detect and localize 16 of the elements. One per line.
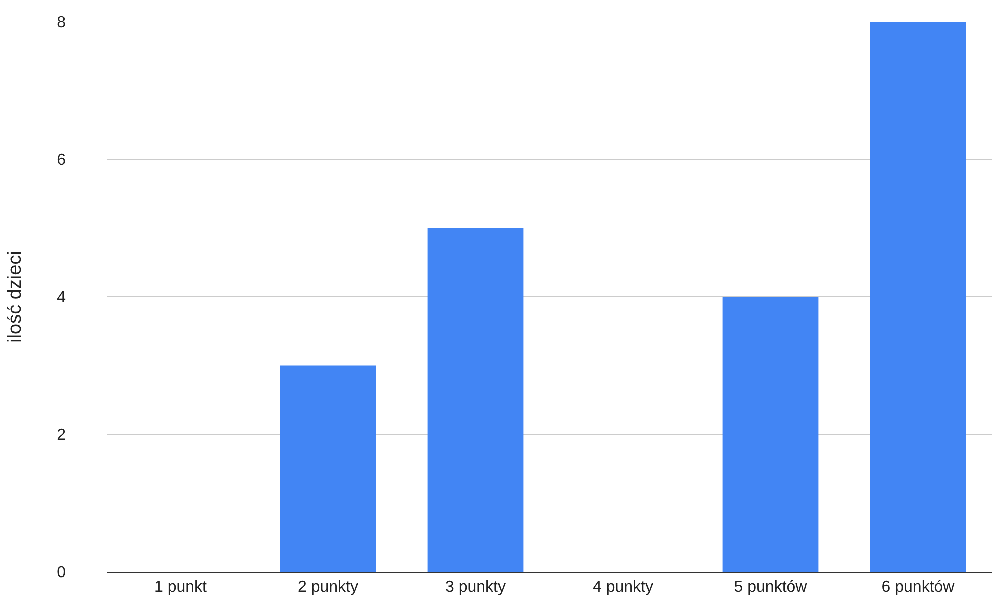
bar <box>722 297 819 572</box>
x-tick-label: 6 punktów <box>882 579 956 596</box>
y-tick-label: 0 <box>57 564 66 582</box>
y-tick-label: 8 <box>57 14 66 32</box>
x-tick-label: 4 punkty <box>593 579 654 596</box>
bar <box>870 22 966 572</box>
bar <box>428 228 524 572</box>
x-tick-label: 2 punkty <box>298 579 358 596</box>
y-tick-label: 4 <box>57 290 66 307</box>
y-axis-title: ilość dzieci <box>4 251 26 343</box>
y-tick-label: 2 <box>57 427 66 444</box>
x-tick-label: 3 punkty <box>446 579 506 596</box>
y-tick-label: 6 <box>57 152 66 170</box>
x-tick-label: 1 punkt <box>154 579 208 596</box>
x-tick-label: 5 punktów <box>734 579 808 596</box>
bar <box>280 366 376 572</box>
